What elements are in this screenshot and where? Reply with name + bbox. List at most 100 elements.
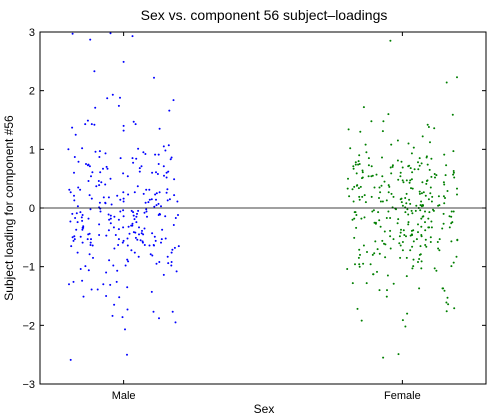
data-point — [445, 310, 448, 313]
data-point — [81, 219, 84, 222]
data-point — [452, 171, 455, 174]
data-point — [426, 163, 429, 166]
data-point — [88, 165, 91, 168]
data-point — [442, 212, 445, 215]
y-tick-label: −3 — [22, 379, 35, 391]
data-point — [105, 234, 108, 237]
data-point — [419, 209, 422, 212]
data-point — [379, 191, 382, 194]
data-point — [353, 236, 356, 239]
data-point — [353, 211, 356, 214]
data-point — [400, 201, 403, 204]
data-point — [378, 197, 380, 199]
data-point — [150, 290, 153, 293]
data-point — [406, 312, 409, 315]
data-point — [173, 246, 176, 249]
data-point — [365, 282, 368, 285]
data-point — [359, 253, 361, 256]
data-point — [358, 248, 361, 251]
data-point — [140, 232, 143, 235]
data-point — [165, 171, 168, 174]
data-point — [425, 156, 428, 159]
data-point — [147, 201, 150, 204]
data-point — [448, 226, 451, 229]
data-point — [104, 183, 107, 186]
data-point — [132, 231, 135, 234]
data-point — [116, 269, 119, 272]
data-point — [352, 167, 355, 170]
data-point — [412, 240, 415, 243]
data-point — [433, 127, 436, 130]
data-point — [164, 215, 167, 218]
data-point — [126, 237, 129, 240]
data-point — [109, 214, 112, 217]
data-point — [349, 147, 352, 150]
data-point — [421, 215, 424, 218]
data-point — [84, 123, 87, 126]
data-point — [360, 217, 363, 220]
data-point — [409, 234, 412, 237]
data-point — [76, 221, 79, 224]
data-point — [72, 280, 75, 283]
data-point — [135, 215, 138, 218]
data-point — [109, 222, 112, 225]
data-point — [363, 194, 366, 197]
data-point — [142, 233, 145, 236]
data-point — [399, 171, 402, 174]
data-point — [102, 283, 105, 286]
data-point — [389, 235, 392, 238]
data-point — [381, 175, 384, 178]
data-point — [122, 215, 125, 218]
data-point — [89, 241, 92, 244]
data-point — [151, 254, 154, 257]
data-point — [73, 171, 75, 174]
data-point — [397, 353, 400, 356]
data-point — [445, 301, 448, 304]
data-point — [169, 158, 172, 161]
data-point — [411, 212, 414, 215]
data-point — [418, 287, 421, 290]
data-point — [429, 236, 432, 239]
data-point — [161, 228, 164, 231]
data-point — [122, 124, 125, 127]
x-tick-label: Male — [112, 390, 136, 402]
data-point — [100, 181, 103, 184]
data-point — [69, 191, 72, 194]
data-point — [452, 170, 455, 172]
data-point — [401, 179, 404, 182]
data-point — [73, 156, 76, 158]
y-tick-label: 0 — [29, 203, 35, 215]
data-point — [346, 268, 349, 270]
data-point — [363, 216, 366, 219]
data-point — [371, 253, 374, 256]
data-point — [90, 197, 93, 200]
data-point — [418, 157, 421, 160]
data-point — [402, 181, 405, 184]
data-point — [73, 194, 75, 197]
data-point — [148, 198, 151, 201]
data-point — [352, 165, 355, 168]
data-point — [421, 181, 424, 184]
data-point — [130, 209, 133, 212]
data-point — [377, 211, 380, 214]
data-point — [166, 199, 169, 202]
data-point — [121, 241, 124, 244]
data-point — [152, 244, 155, 246]
data-point — [374, 221, 377, 224]
data-point — [142, 151, 145, 154]
data-point — [137, 209, 140, 212]
data-point — [354, 263, 356, 266]
data-point — [373, 252, 376, 255]
data-point — [408, 164, 411, 167]
data-point — [98, 234, 101, 236]
data-point — [453, 176, 456, 179]
data-point — [109, 177, 112, 180]
y-axis-label: Subject loading for component #56 — [2, 115, 16, 301]
data-point — [433, 173, 436, 175]
data-point — [91, 171, 94, 174]
data-point — [143, 211, 146, 214]
data-point — [409, 249, 412, 252]
data-point — [390, 143, 393, 146]
data-point — [357, 256, 360, 259]
data-point — [352, 200, 355, 203]
